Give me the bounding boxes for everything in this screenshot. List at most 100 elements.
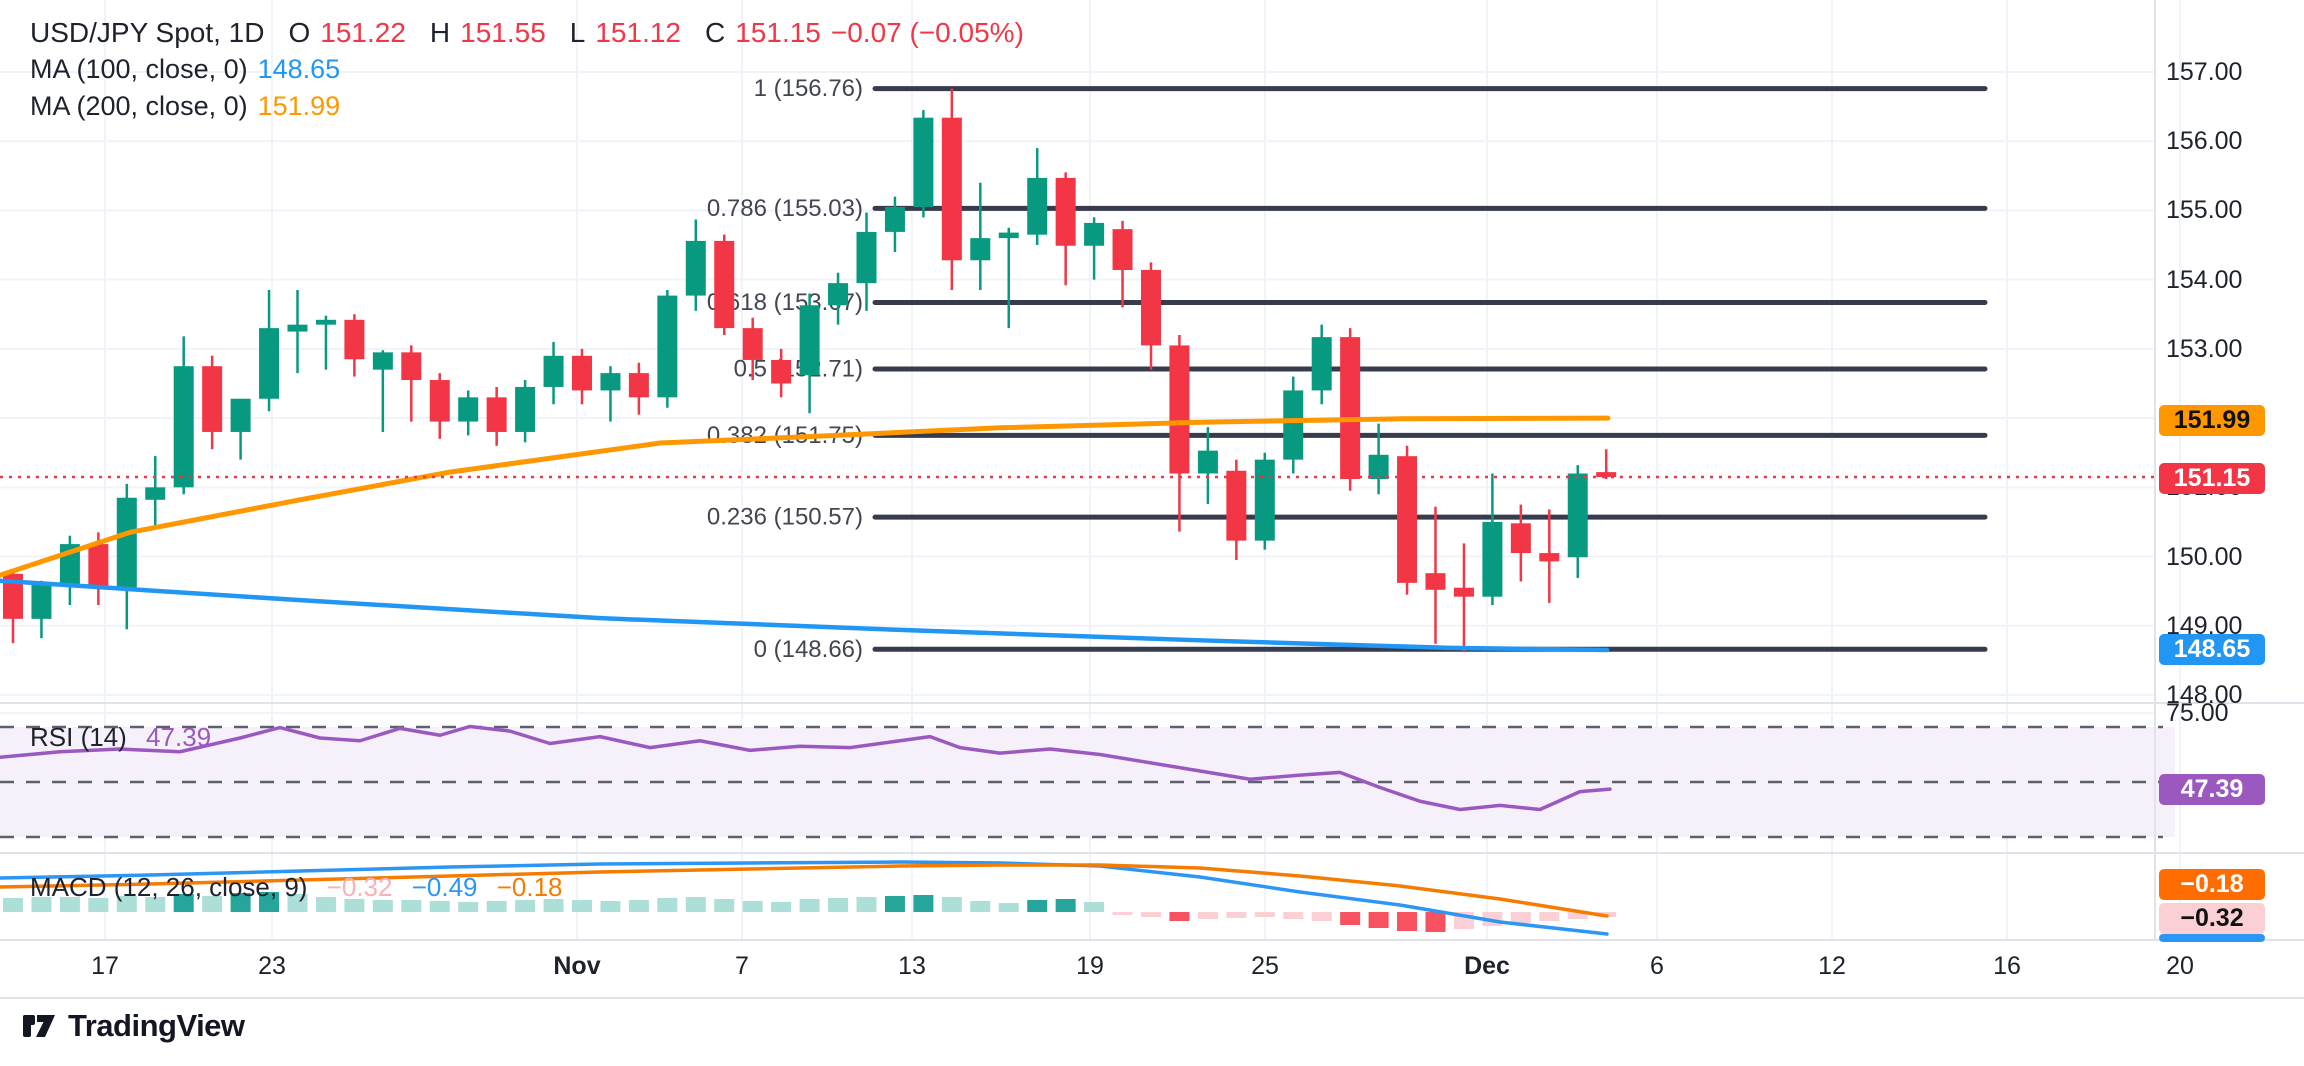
macd-line-badge [2159, 934, 2265, 942]
candle [742, 328, 763, 360]
candle [401, 352, 422, 381]
rsi-badge: 47.39 [2159, 773, 2265, 805]
open-value: 151.22 [320, 17, 406, 48]
macd-hist-bar [458, 902, 479, 912]
time-tick-label: Nov [553, 952, 601, 980]
candle [714, 240, 735, 329]
close-label: C [705, 17, 726, 48]
tradingview-logo-icon [23, 1015, 55, 1037]
macd-hist-badge: −0.32 [2159, 902, 2265, 934]
macd-hist-bar [372, 900, 393, 912]
rsi-label: RSI (14) [30, 722, 127, 752]
macd-hist-bar [543, 899, 564, 912]
candle [1226, 470, 1247, 541]
price-tick-label: 157.00 [2166, 58, 2243, 86]
candle [1482, 521, 1503, 597]
candle [1453, 587, 1474, 597]
macd-hist-bar [1539, 912, 1560, 921]
macd-hist-bar [913, 895, 934, 912]
candle [1055, 177, 1076, 246]
ma200-status-row[interactable]: MA (200, close, 0) 151.99 [30, 88, 1024, 125]
macd-hist-bar [1397, 912, 1418, 931]
macd-hist-bar [1254, 912, 1275, 917]
candle [88, 544, 109, 588]
candle [1596, 472, 1617, 477]
candle [600, 373, 621, 391]
macd-hist-bar [173, 894, 194, 912]
macd-signal-line [0, 863, 1609, 918]
macd-hist-bar [1169, 912, 1190, 921]
macd-status-row[interactable]: MACD (12, 26, close, 9) −0.32 −0.49 −0.1… [30, 872, 563, 903]
candle [372, 352, 393, 370]
symbol-status-row[interactable]: USD/JPY Spot, 1D O 151.22 H 151.55 L 151.12… [30, 14, 1024, 51]
candle [771, 359, 792, 384]
price-tick-label: 150.00 [2166, 542, 2243, 571]
macd-hist-bar [1055, 899, 1076, 912]
macd-hist-bar [1311, 912, 1332, 921]
macd-hist-bar [600, 901, 621, 912]
candle [1169, 345, 1190, 474]
rsi-plot-line [0, 724, 1612, 812]
tradingview-watermark[interactable]: TradingView [22, 1008, 245, 1044]
macd-hist-bar [1084, 902, 1105, 912]
ma200-line [0, 415, 1611, 578]
candle [429, 380, 450, 422]
ma200-value: 151.99 [257, 91, 341, 121]
macd-line [0, 860, 1609, 936]
candle [1311, 337, 1332, 391]
candle [515, 386, 536, 432]
candle [1340, 337, 1361, 480]
macd-hist-bar [884, 896, 905, 912]
macd-hist-bar [1567, 912, 1588, 919]
macd-hist-value: −0.32 [326, 872, 393, 902]
macd-hist-bar [1283, 912, 1304, 919]
price-tick-label: 155.00 [2166, 196, 2243, 225]
time-tick-label: 17 [91, 952, 119, 980]
rsi-status-row[interactable]: RSI (14) 47.39 [30, 722, 211, 753]
macd-hist-bar [1340, 912, 1361, 925]
time-tick-label: 12 [1818, 952, 1846, 980]
fib-level-label: 0.236 (150.57) [707, 504, 863, 531]
macd-hist-bar [1027, 900, 1048, 912]
macd-hist-bar [998, 903, 1019, 912]
candle [998, 232, 1019, 239]
macd-hist-bar [1112, 912, 1133, 915]
candle [657, 295, 678, 398]
candle [970, 238, 991, 261]
time-axis[interactable] [0, 941, 2304, 999]
macd-hist-bar [202, 896, 223, 912]
ma100-line [0, 578, 1610, 653]
macd-hist-bar [742, 901, 763, 912]
candle [799, 305, 820, 376]
high-value: 151.55 [460, 17, 546, 48]
candle [230, 398, 251, 432]
time-tick-label: 23 [258, 952, 286, 980]
candle [145, 487, 166, 500]
open-label: O [288, 17, 311, 48]
candle [315, 319, 336, 325]
rsi-band-layer [0, 727, 2175, 837]
macd-hist-bar [572, 900, 592, 912]
price-tick-label: 148.00 [2166, 680, 2243, 709]
ma100-badge: 148.65 [2159, 633, 2265, 665]
candle [1141, 269, 1161, 346]
candle [828, 283, 849, 306]
candle [202, 366, 223, 432]
candle [3, 573, 23, 619]
rsi-guide-lines [0, 725, 2163, 839]
macd-hist-bar [287, 894, 308, 912]
macd-hist-bar [1425, 912, 1446, 932]
candle [1283, 390, 1304, 460]
macd-hist-bar [116, 896, 137, 912]
candle [685, 240, 706, 296]
macd-hist-bar [145, 897, 166, 912]
candle [1027, 177, 1048, 235]
macd-hist-bar [856, 897, 877, 912]
fib-level-label: 0 (148.66) [754, 636, 863, 663]
ma100-status-row[interactable]: MA (100, close, 0) 148.65 [30, 51, 1024, 88]
macd-hist-bar [315, 897, 336, 912]
high-label: H [429, 17, 451, 48]
fib-level-label: 0.786 (155.03) [707, 195, 863, 222]
macd-signal-value: −0.18 [496, 872, 563, 902]
